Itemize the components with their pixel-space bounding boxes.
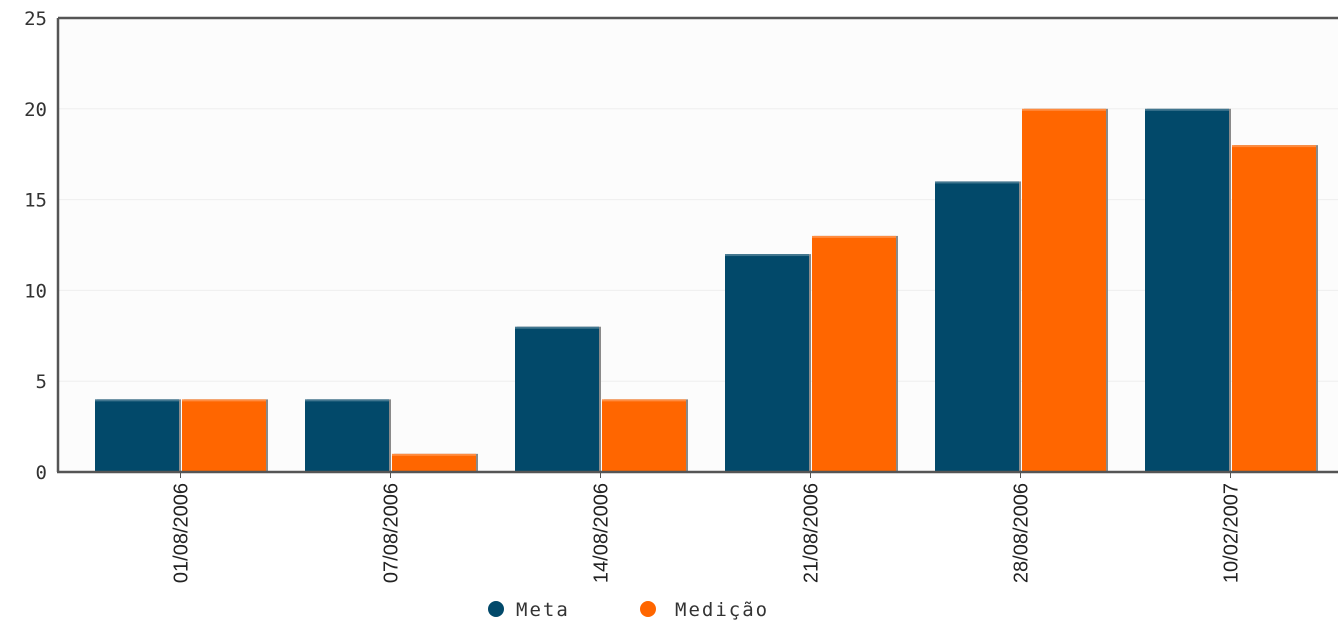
y-axis-ticks: 0 5 10 15 20 25 <box>24 8 47 484</box>
bar-medicao <box>392 453 476 472</box>
bar-highlight <box>182 399 266 402</box>
bar-highlight <box>602 399 686 402</box>
x-tick-label: 21/08/2006 <box>801 483 823 583</box>
bar-meta <box>515 326 599 472</box>
x-tick-label: 10/02/2007 <box>1221 483 1243 583</box>
bar-meta <box>95 399 179 472</box>
legend-marker-meta <box>488 601 504 617</box>
y-tick-label: 0 <box>36 462 47 484</box>
y-tick-label: 15 <box>24 190 47 212</box>
bar-medicao <box>812 235 896 472</box>
y-tick-label: 25 <box>24 8 47 30</box>
bar-medicao <box>1232 145 1316 472</box>
y-tick-label: 5 <box>36 371 47 393</box>
bar-medicao <box>602 399 686 472</box>
bar-highlight <box>1145 108 1229 111</box>
bar-highlight <box>935 181 1019 184</box>
bar-highlight <box>1232 145 1316 148</box>
bar-meta <box>935 181 1019 472</box>
bar-meta <box>1145 108 1229 473</box>
x-tick-label: 01/08/2006 <box>171 483 193 583</box>
bar-meta <box>725 254 809 472</box>
bar-highlight <box>305 399 389 402</box>
bar-highlight <box>725 254 809 257</box>
bar-highlight <box>515 326 599 329</box>
legend-label-medicao: Medição <box>675 599 769 621</box>
legend-label-meta: Meta <box>516 599 570 621</box>
gridlines <box>58 108 1338 382</box>
y-tick-label: 10 <box>24 280 47 302</box>
plot-area <box>58 18 1338 471</box>
bars <box>95 108 1318 473</box>
x-axis-ticks: 01/08/2006 07/08/2006 14/08/2006 21/08/2006… <box>171 472 1243 583</box>
y-tick-label: 20 <box>24 99 47 121</box>
x-tick-label: 07/08/2006 <box>381 483 403 583</box>
x-tick-label: 14/08/2006 <box>591 483 613 583</box>
legend-marker-medicao <box>640 601 656 617</box>
bar-highlight <box>1022 108 1106 111</box>
bar-medicao <box>1022 108 1106 473</box>
bar-highlight <box>812 235 896 238</box>
x-tick-label: 28/08/2006 <box>1011 483 1033 583</box>
bar-highlight <box>392 453 476 456</box>
legend: Meta Medição <box>488 599 769 621</box>
bar-medicao <box>182 399 266 472</box>
bar-meta <box>305 399 389 472</box>
bar-highlight <box>95 399 179 402</box>
